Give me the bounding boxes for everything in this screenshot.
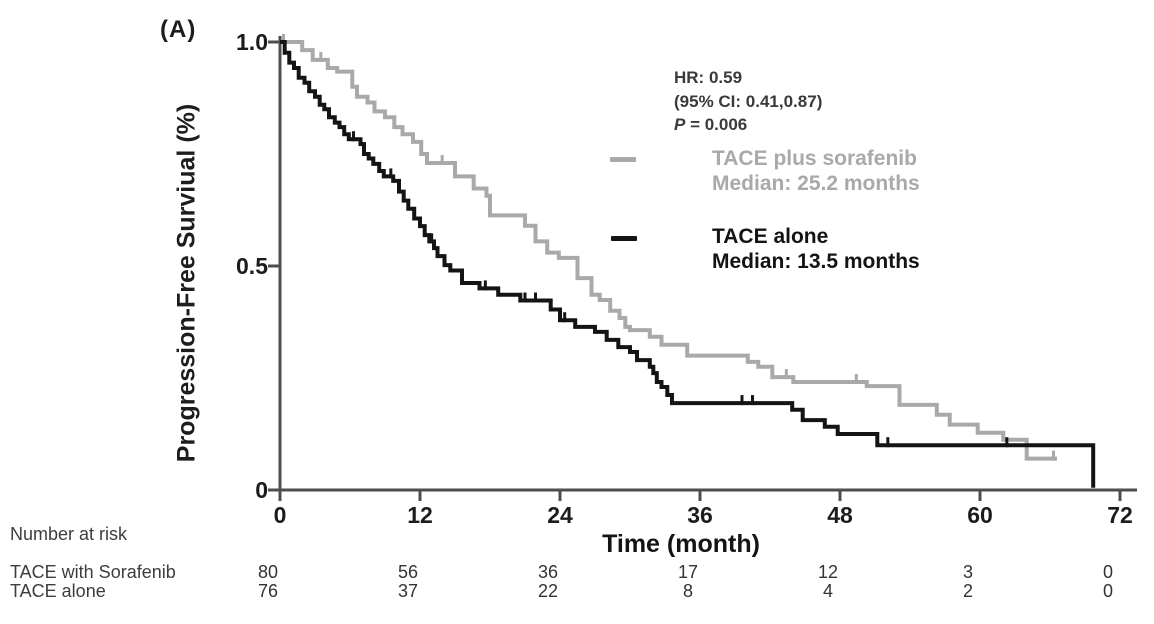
risk-value: 56 bbox=[397, 562, 419, 582]
p-value: P = 0.006 bbox=[674, 113, 822, 137]
risk-value: 36 bbox=[537, 562, 559, 582]
legend-entry-alone: TACE alone Median: 13.5 months bbox=[712, 224, 920, 274]
risk-value: 37 bbox=[397, 581, 419, 601]
risk-value: 22 bbox=[537, 581, 559, 601]
x-tick-label-60: 60 bbox=[967, 502, 993, 528]
risk-value: 4 bbox=[822, 581, 833, 601]
p-number: = 0.006 bbox=[685, 115, 748, 134]
legend-alone-median: Median: 13.5 months bbox=[712, 250, 920, 273]
hr-value: HR: 0.59 bbox=[674, 68, 743, 87]
legend-line-sample-sorafenib bbox=[610, 157, 636, 162]
risk-row-label-sorafenib: TACE with Sorafenib bbox=[10, 562, 176, 582]
risk-value: 2 bbox=[962, 581, 973, 601]
p-symbol: P bbox=[674, 115, 686, 134]
legend-alone-name: TACE alone bbox=[712, 225, 829, 248]
y-tick-label-0: 0 bbox=[255, 477, 268, 503]
risk-value: 80 bbox=[257, 562, 279, 582]
risk-value: 8 bbox=[682, 581, 693, 601]
risk-value: 76 bbox=[257, 581, 279, 601]
stats-annotation: HR: 0.59 (95% CI: 0.41,0.87) P = 0.006 bbox=[674, 66, 822, 137]
y-tick-label-0.5: 0.5 bbox=[236, 253, 268, 279]
legend-line-sample-alone bbox=[611, 236, 637, 241]
curve-tace-alone bbox=[280, 40, 1096, 488]
ci-value: (95% CI: 0.41,0.87) bbox=[674, 91, 823, 111]
x-tick-label-48: 48 bbox=[827, 502, 853, 528]
y-axis-title: Progression-Free Surviual (%) bbox=[172, 103, 201, 463]
risk-row-label-alone: TACE alone bbox=[10, 581, 106, 601]
x-tick-label-24: 24 bbox=[547, 502, 573, 528]
y-tick-label-1.0: 1.0 bbox=[236, 29, 268, 55]
legend-entry-sorafenib: TACE plus sorafenib Median: 25.2 months bbox=[712, 146, 920, 196]
panel-label: (A) bbox=[160, 16, 197, 43]
risk-value: 17 bbox=[677, 562, 699, 582]
x-tick-label-36: 36 bbox=[687, 502, 713, 528]
x-tick-label-0: 0 bbox=[273, 502, 287, 528]
risk-value: 12 bbox=[817, 562, 839, 582]
risk-table-title: Number at risk bbox=[10, 524, 128, 544]
x-tick-label-72: 72 bbox=[1107, 502, 1133, 528]
curve-tace-plus-sorafenib bbox=[280, 40, 1057, 461]
legend-sorafenib-median: Median: 25.2 months bbox=[712, 172, 920, 195]
risk-value: 0 bbox=[1102, 581, 1113, 601]
x-axis-title: Time (month) bbox=[602, 530, 760, 558]
x-tick-label-12: 12 bbox=[407, 502, 433, 528]
risk-value: 0 bbox=[1102, 562, 1113, 582]
risk-value: 3 bbox=[962, 562, 973, 582]
legend-sorafenib-name: TACE plus sorafenib bbox=[712, 147, 917, 170]
